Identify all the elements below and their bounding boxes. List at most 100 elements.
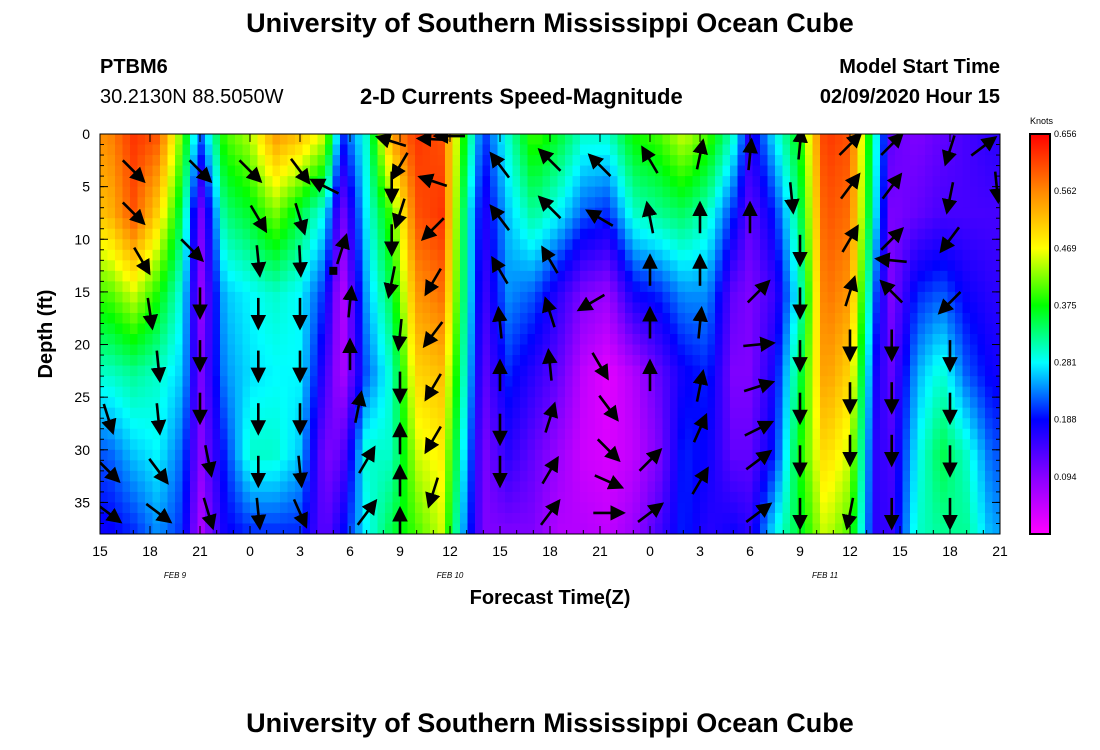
heatmap-cell	[115, 376, 124, 388]
heatmap-cell	[887, 418, 896, 430]
heatmap-cell	[977, 323, 986, 335]
heatmap-cell	[377, 481, 386, 493]
heatmap-cell	[992, 407, 1000, 419]
heatmap-cell	[280, 197, 289, 209]
heatmap-cell	[887, 144, 896, 156]
heatmap-cell	[925, 312, 934, 325]
heatmap-cell	[797, 376, 806, 388]
current-vector	[351, 390, 367, 423]
heatmap-cell	[752, 376, 761, 388]
heatmap-cell	[932, 502, 941, 514]
heatmap-cell	[250, 386, 259, 398]
heatmap-cell	[670, 302, 679, 314]
heatmap-cell	[482, 228, 491, 240]
heatmap-cell	[130, 460, 139, 472]
heatmap-cell	[505, 376, 514, 388]
heatmap-cell	[707, 376, 716, 388]
heatmap-cell	[745, 502, 754, 514]
heatmap-cell	[235, 270, 244, 282]
heatmap-cell	[602, 249, 611, 261]
heatmap-cell	[850, 512, 859, 525]
heatmap-cell	[685, 523, 694, 534]
heatmap-cell	[835, 418, 844, 430]
heatmap-cell	[212, 386, 221, 398]
heatmap-cell	[752, 155, 761, 167]
heatmap-cell	[970, 334, 979, 346]
heatmap-cell	[910, 355, 919, 367]
heatmap-cell	[160, 207, 169, 219]
heatmap-cell	[902, 186, 911, 198]
heatmap-cell	[302, 449, 311, 461]
heatmap-cell	[737, 134, 746, 146]
heatmap-cell	[700, 481, 709, 493]
y-tick-label: 30	[74, 442, 90, 458]
heatmap-cell	[235, 334, 244, 346]
heatmap-cell	[752, 386, 761, 398]
heatmap-cell	[220, 197, 229, 209]
heatmap-cell	[677, 134, 686, 146]
heatmap-cell	[467, 165, 476, 177]
heatmap-cell	[242, 176, 251, 188]
heatmap-cell	[962, 239, 971, 251]
heatmap-cell	[317, 439, 326, 451]
heatmap-cell	[655, 407, 664, 419]
heatmap-cell	[955, 302, 964, 314]
current-vector	[744, 420, 775, 437]
heatmap-cell	[280, 207, 289, 219]
heatmap-cell	[977, 218, 986, 230]
heatmap-cell	[752, 249, 761, 261]
heatmap-cell	[587, 397, 596, 409]
footer-title: University of Southern Mississippi Ocean…	[246, 708, 854, 738]
colorbar: Knots 0.6560.5620.4690.3750.2810.1880.09…	[1029, 116, 1077, 535]
heatmap-cell	[685, 144, 694, 156]
heatmap-cell	[977, 270, 986, 282]
heatmap-cell	[242, 228, 251, 240]
heatmap-cell	[122, 302, 131, 314]
heatmap-cell	[332, 460, 341, 472]
heatmap-cell	[482, 470, 491, 482]
heatmap-cell	[887, 249, 896, 261]
heatmap-cell	[992, 197, 1000, 209]
heatmap-cell	[977, 312, 986, 325]
heatmap-cell	[415, 323, 424, 335]
heatmap-cell	[655, 218, 664, 230]
heatmap-cell	[160, 239, 169, 251]
heatmap-cell	[977, 291, 986, 304]
heatmap-cell	[595, 397, 604, 409]
heatmap-cell	[752, 365, 761, 377]
heatmap-cell	[827, 376, 836, 388]
heatmap-cell	[932, 281, 941, 293]
heatmap-cell	[332, 334, 341, 346]
heatmap-cell	[955, 512, 964, 525]
heatmap-cell	[655, 523, 664, 534]
heatmap-cell	[895, 365, 904, 377]
heatmap-cell	[932, 481, 941, 493]
heatmap-cell	[842, 428, 851, 440]
current-vector	[745, 502, 773, 523]
heatmap-cell	[415, 460, 424, 472]
x-tick-label: 18	[142, 543, 158, 559]
heatmap-cell	[145, 186, 154, 198]
x-tick-label: 3	[296, 543, 304, 559]
heatmap-cell	[302, 239, 311, 251]
heatmap-cell	[325, 155, 334, 167]
heatmap-cell	[235, 218, 244, 230]
heatmap-cell	[970, 281, 979, 293]
heatmap-cell	[670, 481, 679, 493]
heatmap-cell	[347, 165, 356, 177]
heatmap-cell	[955, 449, 964, 461]
heatmap-cell	[287, 502, 296, 514]
heatmap-cell	[190, 397, 199, 409]
heatmap-cell	[857, 334, 866, 346]
heatmap-cell	[475, 449, 484, 461]
heatmap-cell	[355, 176, 364, 188]
heatmap-cell	[722, 323, 731, 335]
heatmap-cell	[212, 365, 221, 377]
heatmap-cell	[655, 228, 664, 240]
heatmap-cell	[925, 165, 934, 177]
heatmap-cell	[745, 397, 754, 409]
heatmap-cell	[302, 491, 311, 504]
heatmap-cell	[955, 418, 964, 430]
heatmap-cell	[347, 312, 356, 325]
heatmap-cell	[632, 249, 641, 261]
